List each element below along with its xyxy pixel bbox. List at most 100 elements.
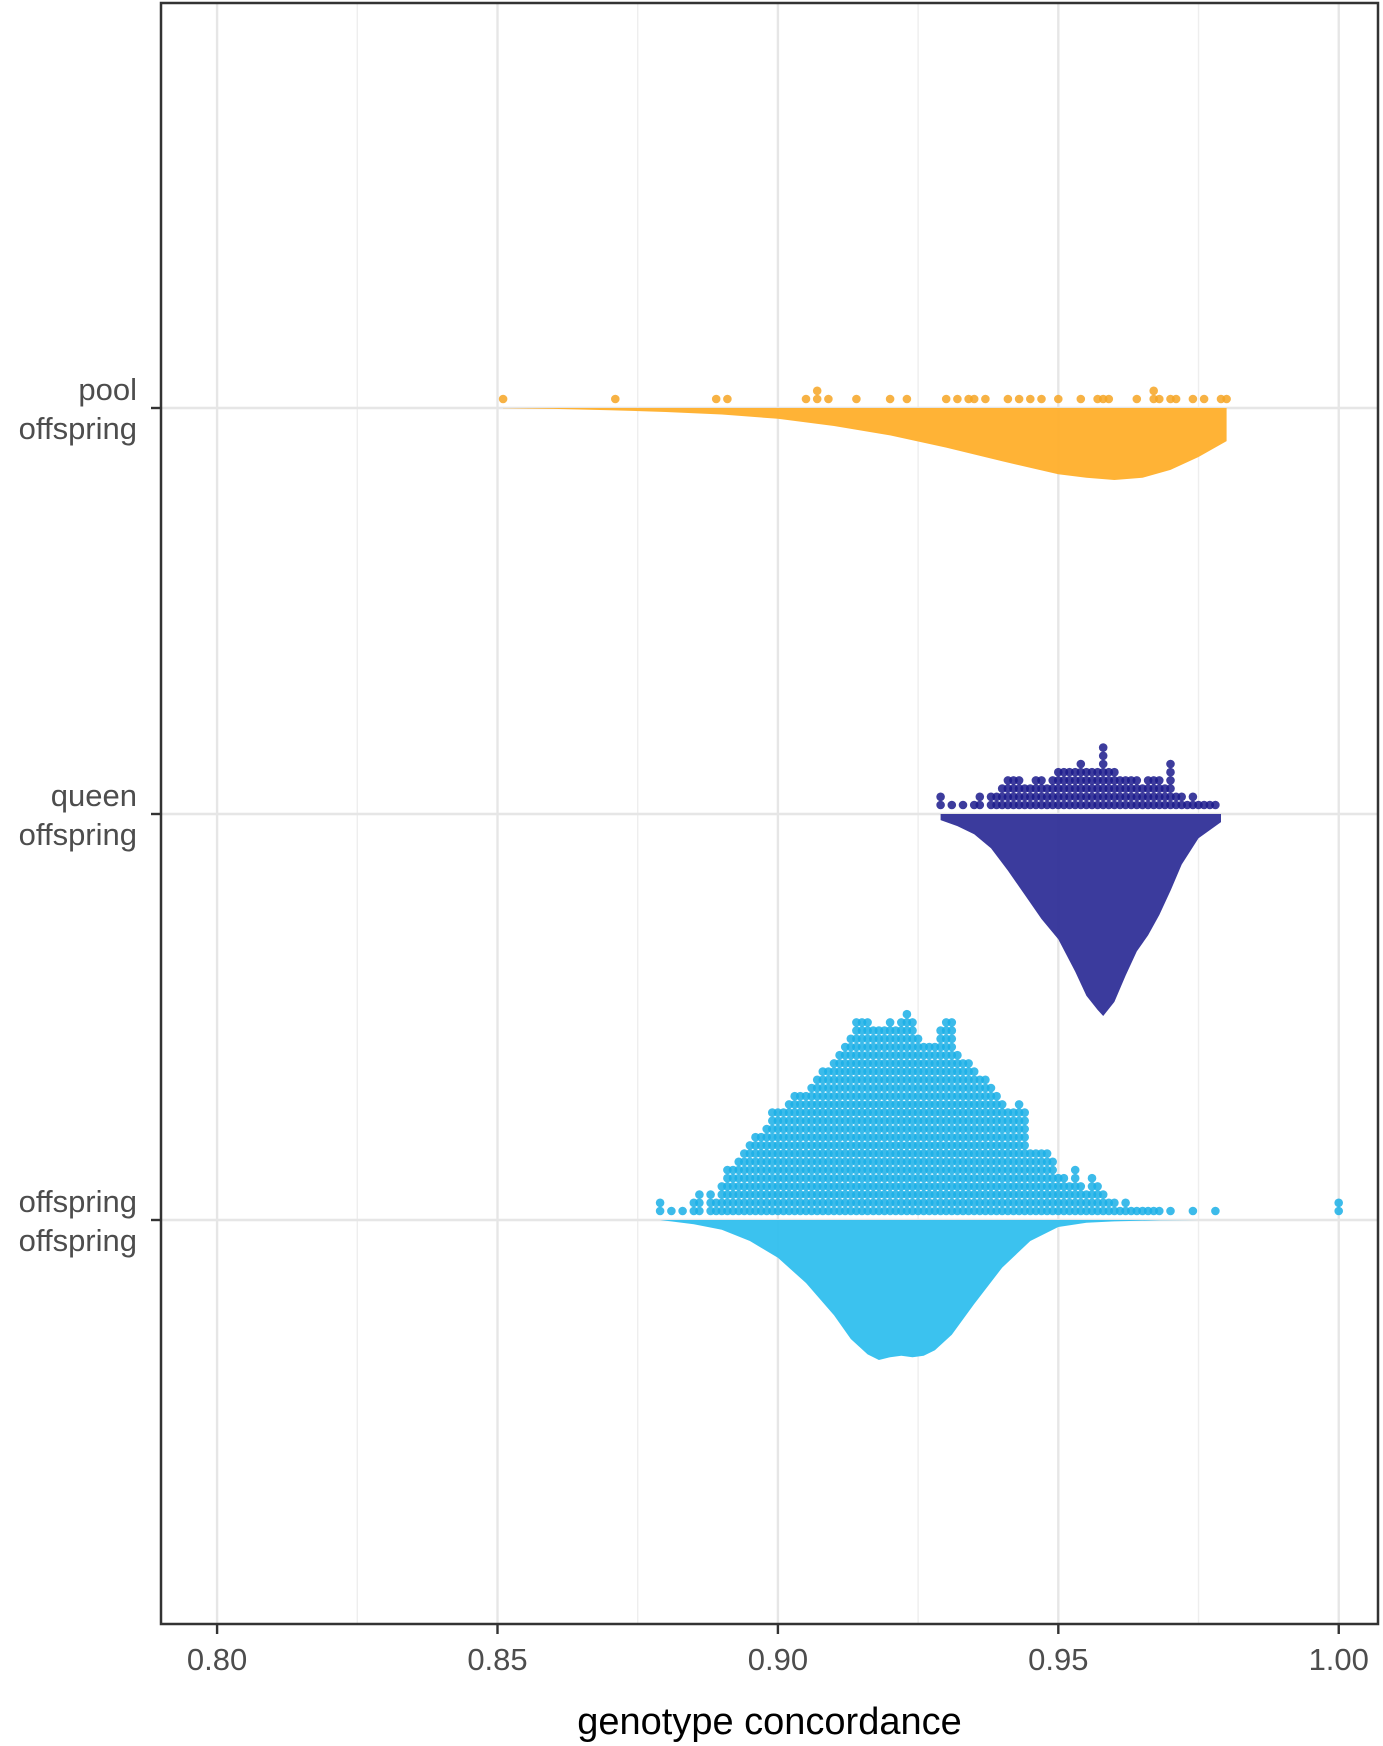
data-point — [913, 1034, 923, 1044]
data-point — [498, 394, 508, 404]
data-point — [1020, 1141, 1029, 1150]
data-point — [969, 1067, 979, 1076]
y-axis-ticks: pool offspring queen offspring offspring offs… — [19, 372, 161, 1258]
data-point — [981, 1075, 990, 1085]
data-point — [1059, 1173, 1069, 1183]
data-point — [1020, 1116, 1029, 1126]
rain-series-2 — [936, 743, 1220, 810]
data-point — [1014, 776, 1024, 785]
x-axis-title: genotype concordance — [577, 1701, 962, 1743]
data-point — [1076, 1182, 1086, 1191]
data-point — [723, 394, 732, 404]
data-point — [1334, 1198, 1343, 1208]
data-point — [1199, 394, 1209, 404]
data-point — [1211, 800, 1220, 810]
data-point — [1334, 1206, 1343, 1216]
density-cloud-1 — [503, 408, 1227, 480]
density-cloud-2 — [940, 814, 1221, 1016]
data-point — [695, 1206, 704, 1216]
data-point — [947, 1034, 957, 1044]
data-point — [1087, 1173, 1097, 1183]
data-point — [992, 1091, 1001, 1101]
data-point — [1222, 394, 1231, 404]
data-point — [1188, 792, 1198, 802]
data-point — [1149, 386, 1158, 396]
data-point — [852, 394, 861, 404]
data-point — [947, 1042, 957, 1052]
data-point — [1048, 1157, 1057, 1167]
y-category-label-line1: pool — [78, 372, 137, 407]
data-point — [1177, 792, 1186, 802]
x-tick-label: 0.95 — [1028, 1642, 1088, 1677]
data-point — [801, 394, 811, 404]
data-point — [1110, 767, 1119, 777]
data-point — [953, 1050, 962, 1060]
data-point — [695, 1190, 704, 1199]
data-point — [1188, 1206, 1198, 1216]
data-point — [1166, 776, 1175, 785]
data-point — [885, 394, 895, 404]
data-point — [997, 1100, 1007, 1109]
data-point — [936, 800, 945, 810]
data-point — [1014, 394, 1024, 404]
data-point — [953, 394, 962, 404]
data-point — [1026, 394, 1035, 404]
data-point — [885, 1018, 895, 1027]
data-point — [611, 394, 620, 404]
y-category-label-line2: offspring — [19, 1223, 137, 1258]
y-category-label-line1: offspring — [19, 1184, 137, 1219]
data-point — [1211, 1206, 1220, 1216]
data-point — [1155, 394, 1164, 404]
data-point — [711, 394, 721, 404]
y-category-label-line1: queen — [51, 778, 137, 813]
data-point — [981, 394, 990, 404]
gridlines — [161, 3, 1378, 1624]
data-point — [1037, 776, 1046, 785]
data-point — [936, 792, 945, 802]
data-point — [902, 394, 912, 404]
data-point — [969, 394, 979, 404]
density-cloud-3 — [660, 1220, 1199, 1360]
data-point — [824, 394, 833, 404]
data-point — [1121, 1198, 1130, 1208]
data-point — [1098, 743, 1108, 752]
data-point — [975, 792, 985, 802]
rain-series-1 — [498, 386, 1231, 404]
data-point — [812, 386, 822, 396]
rain-series-3 — [655, 1009, 1343, 1216]
x-tick-label: 0.80 — [187, 1642, 247, 1677]
data-point — [1132, 394, 1142, 404]
data-point — [1110, 1198, 1119, 1208]
data-point — [908, 1026, 917, 1035]
data-point — [1098, 1190, 1108, 1199]
data-point — [1020, 1124, 1029, 1134]
data-point — [1020, 1132, 1029, 1142]
data-point — [812, 394, 822, 404]
data-point — [1166, 767, 1175, 777]
data-point — [1098, 751, 1108, 761]
data-point — [947, 1018, 957, 1027]
data-point — [1003, 394, 1013, 404]
data-point — [908, 1018, 917, 1027]
data-point — [1166, 1206, 1175, 1216]
data-point — [1048, 1165, 1057, 1175]
data-point — [986, 1083, 996, 1093]
data-point — [655, 1198, 665, 1208]
x-tick-label: 0.85 — [467, 1642, 527, 1677]
data-point — [1166, 759, 1175, 769]
data-point — [958, 800, 968, 810]
x-tick-label: 0.90 — [748, 1642, 808, 1677]
data-point — [1166, 784, 1175, 793]
data-point — [1070, 1165, 1080, 1175]
data-point — [1037, 394, 1046, 404]
density-clouds — [503, 408, 1227, 1360]
data-point — [1020, 1108, 1029, 1117]
data-point — [1098, 759, 1108, 769]
data-point — [655, 1206, 665, 1216]
data-point — [947, 800, 957, 810]
data-point — [667, 1206, 676, 1216]
data-point — [1171, 394, 1181, 404]
x-tick-label: 1.00 — [1309, 1642, 1369, 1677]
data-point — [1093, 1182, 1102, 1191]
